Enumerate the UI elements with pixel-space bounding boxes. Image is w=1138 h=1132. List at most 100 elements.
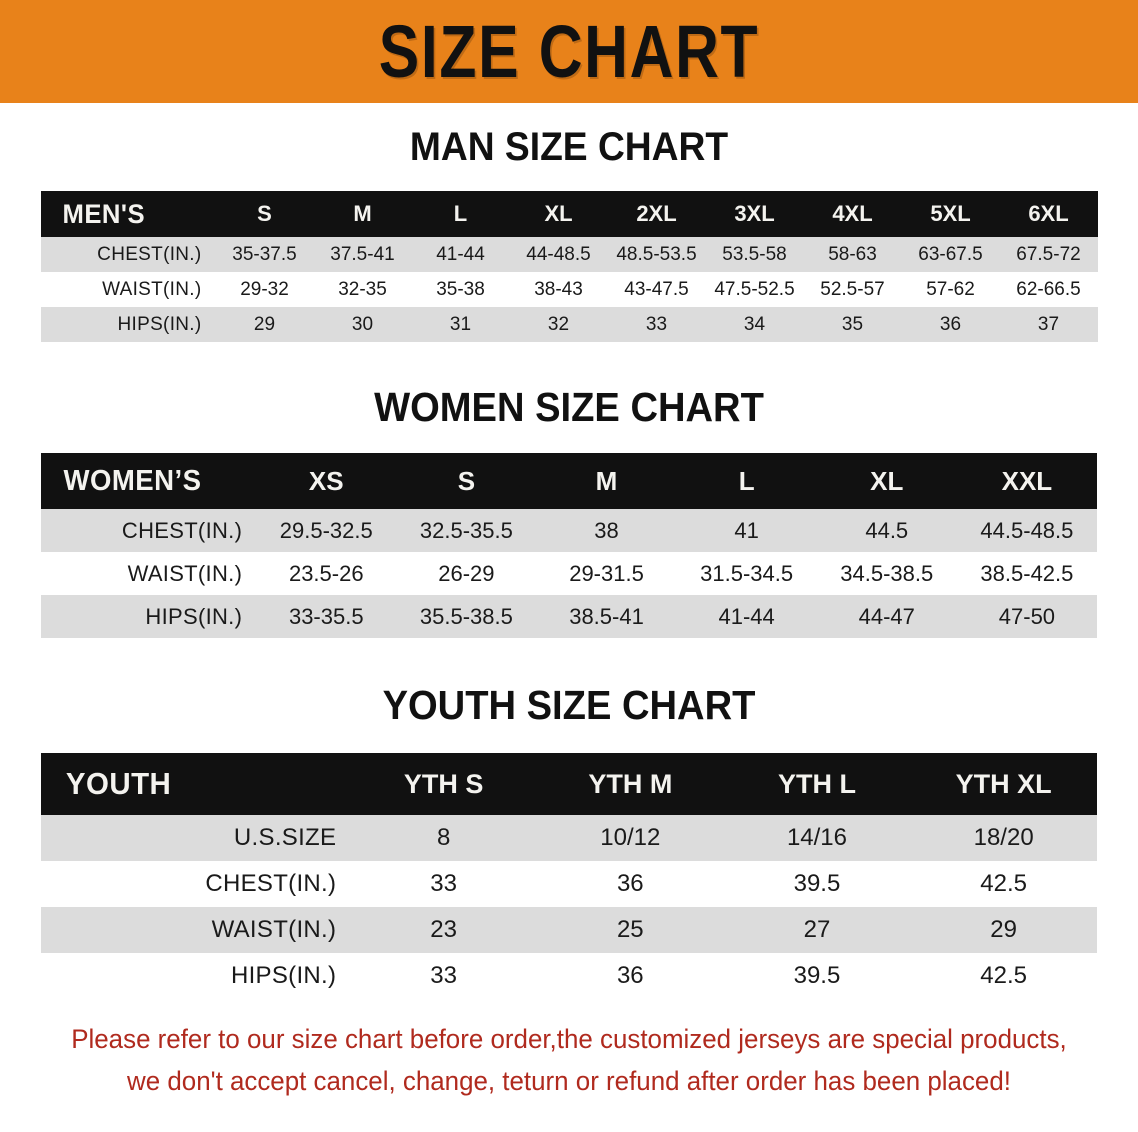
man-header-row: MEN'S S M L XL 2XL 3XL 4XL 5XL 6XL xyxy=(40,191,1098,237)
note-line-1: Please refer to our size chart before or… xyxy=(71,1024,1067,1054)
women-size-header-xxl: XXL xyxy=(1001,465,1053,496)
table-row: HIPS(IN.) 29 30 31 32 33 34 35 36 37 xyxy=(40,307,1098,342)
man-table-head: MEN'S S M L XL 2XL 3XL 4XL 5XL 6XL xyxy=(40,191,1098,237)
man-chest-2xl: 48.5-53.5 xyxy=(616,243,697,265)
banner-title: SIZE CHART xyxy=(378,9,760,93)
women-chest-s: 32.5-35.5 xyxy=(419,517,513,543)
women-size-header-s: S xyxy=(457,465,476,496)
man-size-header-4xl: 4XL xyxy=(832,201,873,226)
table-row: CHEST(IN.) 35-37.5 37.5-41 41-44 44-48.5… xyxy=(40,237,1098,272)
table-row: WAIST(IN.) 23.5-26 26-29 29-31.5 31.5-34… xyxy=(41,552,1097,595)
women-waist-m: 29-31.5 xyxy=(569,560,644,586)
man-chest-6xl: 67.5-72 xyxy=(1016,243,1081,265)
man-size-header-5xl: 5XL xyxy=(930,201,971,226)
man-hips-3xl: 34 xyxy=(743,313,766,335)
women-hips-s: 35.5-38.5 xyxy=(419,603,513,629)
youth-chest-m: 36 xyxy=(616,870,644,897)
women-row-label-waist: WAIST(IN.) xyxy=(127,560,243,586)
man-size-header-6xl: 6XL xyxy=(1028,201,1069,226)
youth-ussize-l: 14/16 xyxy=(786,824,847,851)
women-hips-xl: 44-47 xyxy=(858,603,915,629)
man-chest-l: 41-44 xyxy=(436,243,485,265)
man-chest-5xl: 63-67.5 xyxy=(918,243,983,265)
man-waist-m: 32-35 xyxy=(338,278,387,300)
table-row: HIPS(IN.) 33 36 39.5 42.5 xyxy=(41,953,1097,999)
women-chest-xl: 44.5 xyxy=(865,517,909,543)
women-chest-l: 41 xyxy=(734,517,759,543)
table-row: WAIST(IN.) 23 25 27 29 xyxy=(41,907,1097,953)
youth-table-head: YOUTH YTH S YTH M YTH L YTH XL xyxy=(41,753,1097,815)
women-waist-l: 31.5-34.5 xyxy=(700,560,794,586)
man-hips-5xl: 36 xyxy=(939,313,962,335)
youth-row-label-waist: WAIST(IN.) xyxy=(211,916,337,943)
youth-row-label-hips: HIPS(IN.) xyxy=(230,962,337,989)
man-row-label-waist: WAIST(IN.) xyxy=(102,278,202,300)
youth-ussize-m: 10/12 xyxy=(600,824,661,851)
youth-ussize-xl: 18/20 xyxy=(973,824,1034,851)
youth-hips-m: 36 xyxy=(616,962,644,989)
youth-hips-xl: 42.5 xyxy=(980,962,1027,989)
youth-size-header-m: YTH M xyxy=(588,768,673,799)
table-row: U.S.SIZE 8 10/12 14/16 18/20 xyxy=(41,815,1097,861)
man-chest-xl: 44-48.5 xyxy=(526,243,591,265)
women-chest-xxl: 44.5-48.5 xyxy=(980,517,1074,543)
man-size-header-2xl: 2XL xyxy=(636,201,677,226)
women-table-body: CHEST(IN.) 29.5-32.5 32.5-35.5 38 41 44.… xyxy=(41,509,1097,638)
youth-chest-l: 39.5 xyxy=(793,870,841,897)
man-waist-4xl: 52.5-57 xyxy=(820,278,885,300)
youth-chest-xl: 42.5 xyxy=(980,870,1027,897)
youth-size-header-l: YTH L xyxy=(777,768,856,799)
youth-chest-s: 33 xyxy=(430,870,457,897)
man-size-header-s: S xyxy=(257,201,272,226)
youth-waist-xl: 29 xyxy=(990,916,1017,943)
women-waist-xs: 23.5-26 xyxy=(288,560,364,586)
women-hips-xxl: 47-50 xyxy=(998,603,1056,629)
man-size-header-xl: XL xyxy=(544,201,573,226)
man-hips-4xl: 35 xyxy=(841,313,864,335)
man-waist-xl: 38-43 xyxy=(534,278,583,300)
man-row-label-chest: CHEST(IN.) xyxy=(97,243,202,265)
man-waist-5xl: 57-62 xyxy=(926,278,975,300)
man-section-title: MAN SIZE CHART xyxy=(409,125,729,169)
size-chart-banner: SIZE CHART xyxy=(0,0,1138,103)
man-chest-m: 37.5-41 xyxy=(330,243,395,265)
man-hips-m: 30 xyxy=(351,313,374,335)
man-hips-6xl: 37 xyxy=(1037,313,1060,335)
women-waist-xxl: 38.5-42.5 xyxy=(980,560,1074,586)
youth-ussize-s: 8 xyxy=(436,824,451,851)
youth-hips-s: 33 xyxy=(430,962,457,989)
man-waist-2xl: 43-47.5 xyxy=(624,278,689,300)
women-size-header-l: L xyxy=(738,465,755,496)
youth-row-label-us-size: U.S.SIZE xyxy=(233,824,337,851)
man-hips-xl: 32 xyxy=(547,313,570,335)
table-row: HIPS(IN.) 33-35.5 35.5-38.5 38.5-41 41-4… xyxy=(41,595,1097,638)
women-hips-l: 41-44 xyxy=(718,603,775,629)
man-row-label-hips: HIPS(IN.) xyxy=(117,313,202,335)
youth-size-header-xl: YTH XL xyxy=(955,768,1052,799)
man-chest-s: 35-37.5 xyxy=(232,243,297,265)
man-chest-3xl: 53.5-58 xyxy=(722,243,787,265)
table-row: WAIST(IN.) 29-32 32-35 35-38 38-43 43-47… xyxy=(40,272,1098,307)
women-chest-xs: 29.5-32.5 xyxy=(279,517,373,543)
women-row-label-chest: CHEST(IN.) xyxy=(121,517,243,543)
women-hips-xs: 33-35.5 xyxy=(288,603,364,629)
youth-waist-s: 23 xyxy=(430,916,457,943)
man-table-body: CHEST(IN.) 35-37.5 37.5-41 41-44 44-48.5… xyxy=(40,237,1098,342)
man-hips-2xl: 33 xyxy=(645,313,668,335)
youth-header-row: YOUTH YTH S YTH M YTH L YTH XL xyxy=(41,753,1097,815)
women-size-table: WOMEN’S XS S M L XL XXL CHEST(IN.) 29.5-… xyxy=(41,453,1097,638)
youth-waist-l: 27 xyxy=(803,916,831,943)
return-policy-note: Please refer to our size chart before or… xyxy=(46,1019,1092,1103)
man-waist-l: 35-38 xyxy=(436,278,485,300)
man-waist-s: 29-32 xyxy=(240,278,289,300)
youth-hips-l: 39.5 xyxy=(793,962,841,989)
youth-row-label-chest: CHEST(IN.) xyxy=(205,870,337,897)
women-corner-label: WOMEN’S xyxy=(63,464,202,497)
man-chest-4xl: 58-63 xyxy=(828,243,877,265)
women-header-row: WOMEN’S XS S M L XL XXL xyxy=(41,453,1097,509)
youth-size-table: YOUTH YTH S YTH M YTH L YTH XL U.S.SIZE … xyxy=(41,753,1097,999)
women-row-label-hips: HIPS(IN.) xyxy=(145,603,243,629)
table-row: CHEST(IN.) 33 36 39.5 42.5 xyxy=(41,861,1097,907)
women-size-header-xl: XL xyxy=(870,465,904,496)
man-waist-3xl: 47.5-52.5 xyxy=(714,278,795,300)
